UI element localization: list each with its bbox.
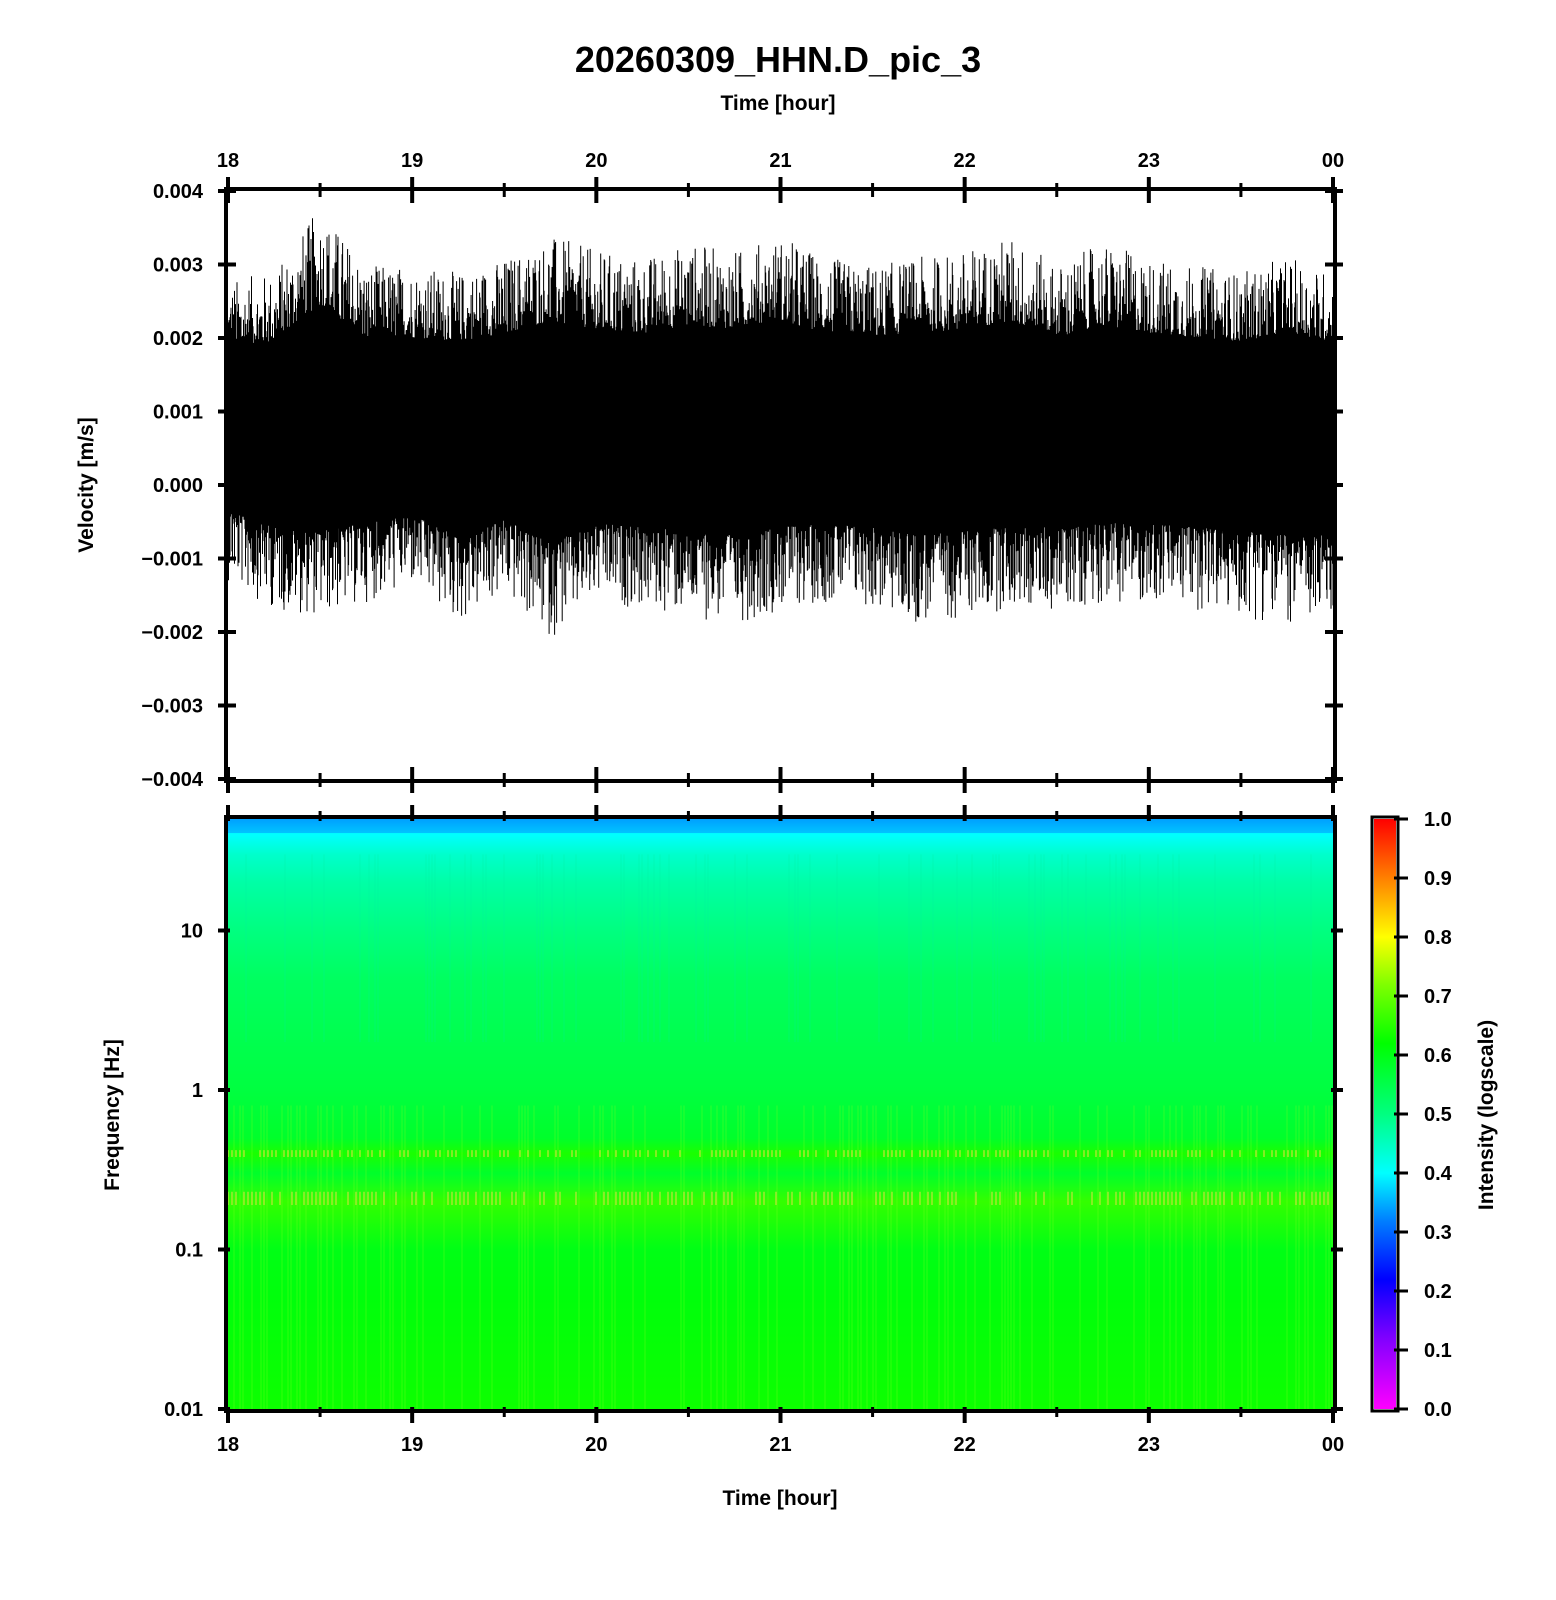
spectrogram-image [228, 819, 1333, 1409]
frequency-tick-label: 10 [181, 920, 203, 942]
frequency-tick-label: 1 [192, 1080, 203, 1102]
bottom-x-tick-label: 22 [954, 1434, 976, 1456]
top-x-tick-label: 19 [401, 150, 423, 172]
colorbar-tick-label: 0.3 [1424, 1222, 1452, 1244]
top-x-tick-label: 22 [954, 150, 976, 172]
colorbar-gradient [1374, 819, 1396, 1409]
velocity-tick-label: 0.002 [153, 328, 203, 350]
colorbar-tick-label: 0.8 [1424, 927, 1452, 949]
colorbar-tick-label: 0.9 [1424, 868, 1452, 890]
velocity-tick-label: 0.000 [153, 475, 203, 497]
bottom-x-tick-label: 20 [585, 1434, 607, 1456]
velocity-tick-label: 0.003 [153, 255, 203, 277]
top-x-tick-label: 23 [1138, 150, 1160, 172]
bottom-x-tick-label: 19 [401, 1434, 423, 1456]
top-x-tick-label: 00 [1322, 150, 1344, 172]
colorbar-tick-label: 0.1 [1424, 1340, 1452, 1362]
frequency-tick-label: 0.01 [164, 1399, 203, 1421]
velocity-tick-label: −0.004 [141, 769, 204, 791]
spectrogram-stripes [245, 854, 1312, 1042]
colorbar-tick-label: 0.7 [1424, 986, 1452, 1008]
frequency-tick-label: 0.1 [175, 1239, 203, 1261]
bottom-x-tick-label: 23 [1138, 1434, 1160, 1456]
colorbar-tick-label: 0.0 [1424, 1399, 1452, 1421]
seismogram-panel: 18 19 20 21 22 23 00 0.004 0.003 0.002 0.001 0.000 −… [75, 150, 1344, 793]
velocity-tick-label: −0.002 [141, 622, 203, 644]
velocity-tick-label: 0.004 [153, 181, 204, 203]
waveform-dense-band [228, 352, 1333, 500]
spectrogram-stripes [233, 1105, 1333, 1409]
colorbar-ticks: 1.0 0.9 0.8 0.7 0.6 0.5 0.4 0.3 0.2 0.1 0.0 [1394, 809, 1453, 1421]
bottom-x-tick-label: 00 [1322, 1434, 1344, 1456]
top-x-tick-label: 20 [585, 150, 607, 172]
colorbar: 1.0 0.9 0.8 0.7 0.6 0.5 0.4 0.3 0.2 0.1 0.0 Intens… [1370, 809, 1498, 1421]
top-x-tick-label: 18 [217, 150, 239, 172]
velocity-tick-label: −0.001 [141, 549, 203, 571]
top-x-tick-label: 21 [769, 150, 791, 172]
colorbar-tick-label: 0.6 [1424, 1045, 1452, 1067]
waveform-trace [227, 218, 1334, 635]
colorbar-tick-label: 0.2 [1424, 1281, 1452, 1303]
chart-title: 20260309_HHN.D_pic_3 [575, 39, 981, 80]
colorbar-tick-label: 1.0 [1424, 809, 1452, 831]
top-x-axis-label: Time [hour] [720, 92, 835, 115]
high-frequency-band [228, 819, 1333, 833]
seismogram-ticks: 18 19 20 21 22 23 00 0.004 0.003 0.002 0.001 0.000 −… [141, 150, 1344, 793]
velocity-axis-label: Velocity [m/s] [75, 417, 98, 552]
velocity-tick-label: 0.001 [153, 402, 203, 424]
spectrogram-ticks: 18 19 20 21 22 23 00 10 1 0.1 0.01 [164, 805, 1344, 1456]
bottom-x-tick-label: 21 [769, 1434, 791, 1456]
colorbar-tick-label: 0.4 [1424, 1163, 1453, 1185]
bottom-x-tick-label: 18 [217, 1434, 239, 1456]
colorbar-label: Intensity (logscale) [1475, 1020, 1498, 1210]
bottom-x-axis-label: Time [hour] [722, 1487, 837, 1510]
colorbar-tick-label: 0.5 [1424, 1104, 1452, 1126]
velocity-tick-label: −0.003 [141, 696, 203, 718]
frequency-axis-label: Frequency [Hz] [101, 1039, 124, 1191]
